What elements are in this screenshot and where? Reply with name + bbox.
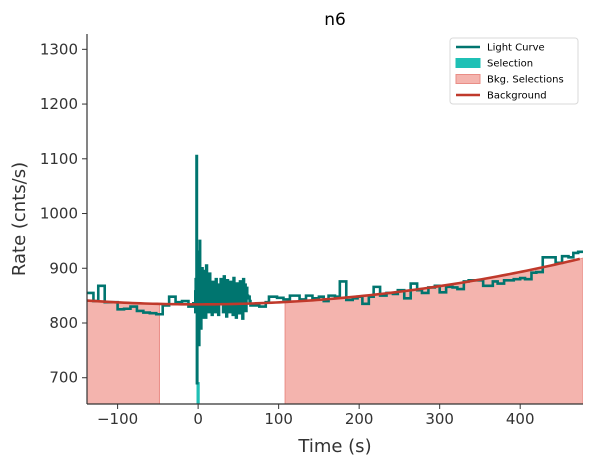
y-tick-label: 1000 — [40, 205, 78, 223]
y-tick-label: 700 — [49, 369, 78, 387]
legend-swatch-2 — [455, 58, 481, 68]
legend: Light Curve Selection Bkg. Selections Backg… — [449, 37, 579, 105]
x-tick-label: 400 — [506, 410, 535, 428]
legend-label-4: Background — [487, 91, 547, 102]
y-tick-label: 800 — [49, 314, 78, 332]
y-tick-label: 900 — [49, 259, 78, 277]
background-model-line — [87, 257, 581, 306]
legend-label-1: Light Curve — [487, 43, 545, 54]
source-selection — [196, 382, 200, 404]
x-axis-label: Time (s) — [297, 436, 371, 457]
bkg-selection-1 — [87, 300, 160, 404]
x-tick-label: 300 — [425, 410, 454, 428]
x-tick-label: 100 — [264, 410, 293, 428]
y-tick-label: 1100 — [40, 150, 78, 168]
legend-swatch-3 — [455, 74, 481, 84]
x-tick-label: −100 — [97, 410, 138, 428]
x-tick-label: 200 — [345, 410, 374, 428]
legend-box — [449, 37, 579, 105]
y-axis-label: Rate (cnts/s) — [9, 162, 30, 276]
y-tick-label: 1200 — [40, 95, 78, 113]
chart-title: n6 — [324, 10, 346, 30]
light-curve-line — [87, 154, 583, 385]
legend-label-3: Bkg. Selections — [487, 75, 564, 86]
legend-label-2: Selection — [487, 59, 533, 70]
y-tick-label: 1300 — [40, 40, 78, 58]
x-tick-label: 0 — [193, 410, 203, 428]
